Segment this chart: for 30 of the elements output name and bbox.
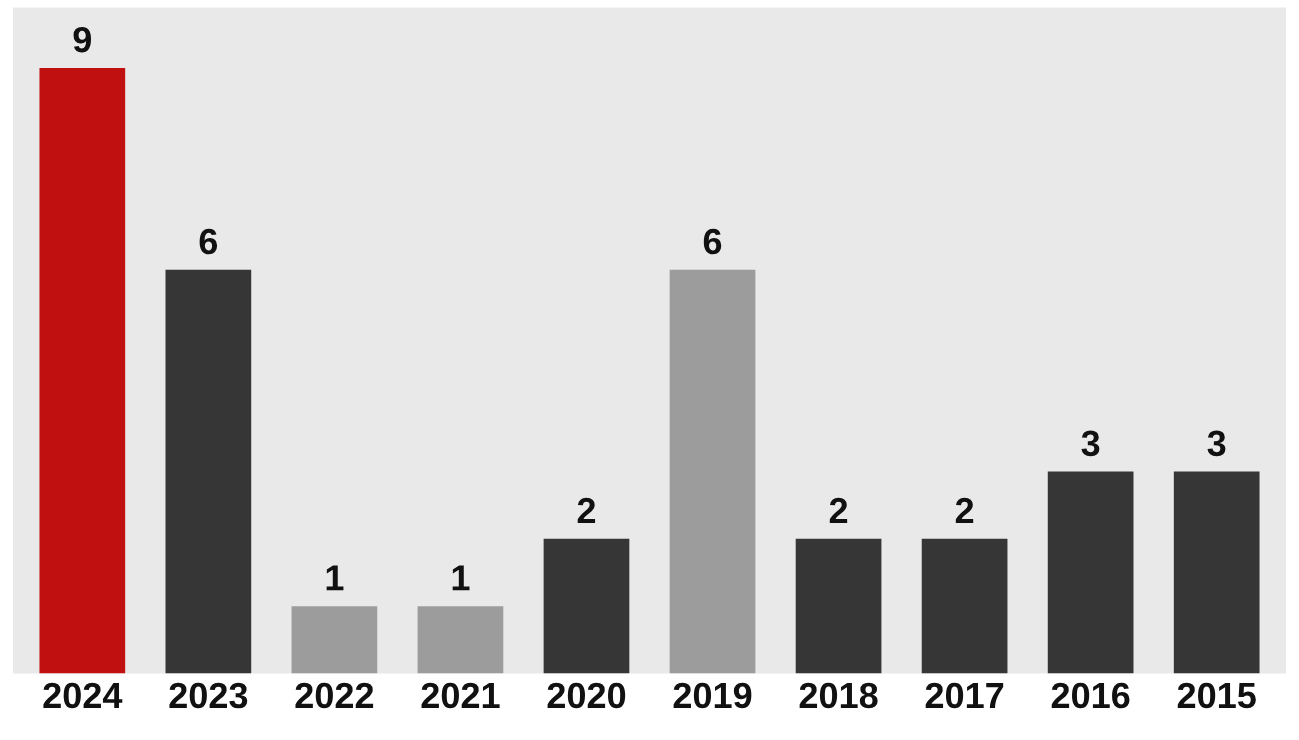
data-label: 6 xyxy=(199,228,218,255)
x-tick-label: 2020 xyxy=(547,682,626,709)
bar xyxy=(1047,471,1134,674)
bar xyxy=(417,606,504,674)
data-label: 2 xyxy=(829,497,848,524)
bar xyxy=(165,269,252,674)
x-tick-label: 2016 xyxy=(1051,682,1130,709)
bar xyxy=(669,269,756,674)
data-label: 3 xyxy=(1207,430,1226,457)
data-label: 9 xyxy=(73,26,92,53)
data-label: 2 xyxy=(955,497,974,524)
bar xyxy=(291,606,378,674)
bar xyxy=(795,538,882,674)
bar xyxy=(39,67,126,674)
x-tick-label: 2021 xyxy=(421,682,500,709)
x-tick-label: 2018 xyxy=(799,682,878,709)
x-tick-label: 2019 xyxy=(673,682,752,709)
data-label: 1 xyxy=(452,565,470,591)
data-label: 2 xyxy=(577,497,596,524)
data-label: 3 xyxy=(1081,430,1100,457)
x-tick-label: 2017 xyxy=(925,682,1004,709)
x-tick-label: 2022 xyxy=(295,682,374,709)
bar xyxy=(1173,471,1260,674)
bar xyxy=(921,538,1008,674)
data-label: 1 xyxy=(326,565,344,591)
x-tick-label: 2023 xyxy=(169,682,248,709)
data-label: 6 xyxy=(703,228,722,255)
x-tick-label: 2015 xyxy=(1177,682,1256,709)
bar xyxy=(543,538,630,674)
x-tick-label: 2024 xyxy=(43,682,123,709)
